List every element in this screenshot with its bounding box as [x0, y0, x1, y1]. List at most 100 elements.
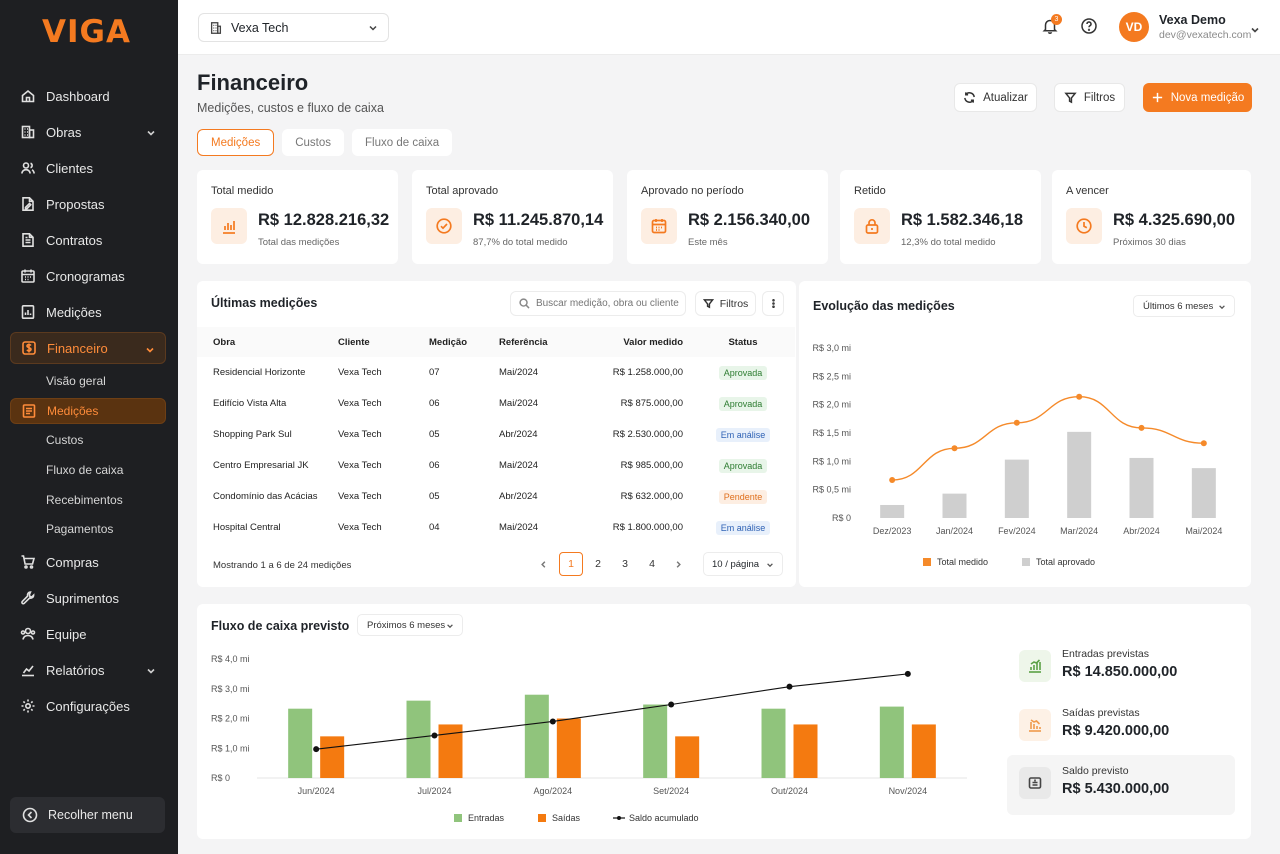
next-page-button[interactable]: [666, 552, 690, 576]
per-page-value: 10 / página: [712, 558, 760, 570]
cashflow-period-select[interactable]: Próximos 6 meses: [357, 614, 463, 636]
building-icon: [20, 124, 36, 140]
refresh-icon: [964, 92, 976, 103]
bar-entradas: [761, 708, 786, 778]
x-tick-label: Mai/2024: [1185, 526, 1222, 536]
table-filters-button[interactable]: Filtros: [695, 291, 756, 316]
sidebar-subitem-custos[interactable]: Custos: [10, 427, 166, 453]
tab-fluxo-de-caixa[interactable]: Fluxo de caixa: [352, 129, 453, 156]
table-row[interactable]: Shopping Park Sul Vexa Tech 05 Abr/2024 R$ 2…: [197, 419, 795, 450]
sidebar-item-label: Compras: [46, 554, 99, 570]
table-row[interactable]: Condomínio das Acácias Vexa Tech 05 Abr/202…: [197, 481, 795, 512]
column-header-cliente[interactable]: Cliente: [338, 327, 429, 357]
summary-value: R$ 14.850.000,00: [1062, 664, 1178, 680]
sidebar-subitem-medicoes[interactable]: Medições: [10, 397, 166, 424]
tab-medicoes[interactable]: Medições: [197, 129, 275, 156]
sidebar-item-cronogramas[interactable]: Cronogramas: [10, 260, 166, 292]
sidebar-item-dashboard[interactable]: Dashboard: [10, 80, 166, 112]
column-header-obra[interactable]: Obra: [197, 327, 338, 357]
x-tick-label: Fev/2024: [998, 526, 1036, 536]
column-header-valor-medido[interactable]: Valor medido: [584, 327, 691, 357]
cashflow-chart: R$ 0 R$ 1,0 mi R$ 2,0 mi R$ 3,0 mi R$ 4,0 mi…: [211, 654, 967, 823]
sidebar-item-propostas[interactable]: Propostas: [10, 188, 166, 220]
help-button[interactable]: [1080, 17, 1100, 37]
refresh-button[interactable]: Atualizar: [954, 83, 1037, 112]
sidebar-item-medicoes[interactable]: Medições: [10, 296, 166, 328]
kpi-card-total-medido: Total medido R$ 12.828.216,32 Total das me…: [197, 170, 398, 264]
legend-label-saidas: Saídas: [552, 813, 581, 823]
status-badge: Aprovada: [718, 458, 768, 473]
table-row[interactable]: Hospital Central Vexa Tech 04 Mai/2024 R$ 1.…: [197, 512, 795, 543]
measurement-search-input[interactable]: [535, 298, 685, 309]
y-tick-label: R$ 1,0 mi: [812, 456, 851, 466]
table-row[interactable]: Residencial Horizonte Vexa Tech 07 Mai/2024…: [197, 357, 795, 388]
app-logo[interactable]: VIGA: [42, 14, 131, 50]
collapse-menu-button[interactable]: Recolher menu: [10, 797, 165, 833]
sidebar-item-configuracoes[interactable]: Configurações: [10, 690, 166, 722]
cell-status: Em análise: [691, 419, 795, 450]
sidebar-subitem-recebimentos[interactable]: Recebimentos: [10, 487, 166, 513]
refresh-label: Atualizar: [983, 91, 1028, 104]
summary-value: R$ 9.420.000,00: [1062, 723, 1170, 739]
cell-obra: Edifício Vista Alta: [213, 398, 287, 409]
notifications-button[interactable]: 3: [1041, 14, 1062, 37]
sidebar-item-compras[interactable]: Compras: [10, 546, 166, 578]
filters-label: Filtros: [1083, 91, 1116, 104]
sidebar-subitem-visao-geral[interactable]: Visão geral: [10, 368, 166, 394]
column-header-referencia[interactable]: Referência: [499, 327, 584, 357]
sidebar-item-label: Obras: [46, 124, 82, 140]
page-3-button[interactable]: 3: [622, 558, 628, 570]
cell-referencia: Mai/2024: [499, 367, 539, 378]
check-circle-icon: [426, 208, 462, 244]
page-2-button[interactable]: 2: [595, 558, 601, 570]
sidebar-item-equipe[interactable]: Equipe: [10, 618, 166, 650]
point-saldo-acumulado: [313, 746, 320, 753]
bar-total-aprovado: [1004, 459, 1029, 518]
table-row[interactable]: Edifício Vista Alta Vexa Tech 06 Mai/2024 R$…: [197, 388, 795, 419]
column-header-medicao[interactable]: Medição: [429, 327, 499, 357]
sidebar-subitem-fluxo-de-caixa[interactable]: Fluxo de caixa: [10, 457, 166, 483]
company-select[interactable]: Vexa Tech: [198, 13, 389, 42]
cell-referencia: Abr/2024: [499, 491, 538, 502]
page-1-button[interactable]: 1: [559, 552, 583, 576]
table-row[interactable]: Centro Empresarial JK Vexa Tech 06 Mai/2024…: [197, 450, 795, 481]
sidebar-item-obras[interactable]: Obras: [10, 116, 166, 148]
cell-valor: R$ 632.000,00: [620, 491, 683, 502]
collapse-menu-label: Recolher menu: [48, 808, 133, 822]
kpi-value: R$ 12.828.216,32: [258, 211, 390, 229]
measurement-search[interactable]: [510, 291, 686, 316]
cell-valor: R$ 2.530.000,00: [612, 429, 683, 440]
sidebar-item-clientes[interactable]: Clientes: [10, 152, 166, 184]
per-page-select[interactable]: 10 / página: [703, 552, 783, 576]
filters-button[interactable]: Filtros: [1054, 83, 1125, 112]
latest-measurements-card: Últimas medições Filtros ObraClienteMedi…: [197, 281, 796, 587]
sidebar-item-suprimentos[interactable]: Suprimentos: [10, 582, 166, 614]
prev-page-button[interactable]: [531, 552, 555, 576]
chevron-down-icon: [146, 126, 156, 136]
cell-obra: Centro Empresarial JK: [213, 460, 309, 471]
sidebar-subitem-label: Medições: [47, 403, 99, 418]
bar-entradas: [406, 700, 431, 778]
point-saldo-acumulado: [786, 683, 793, 690]
column-header-status[interactable]: Status: [691, 327, 795, 357]
y-tick-label: R$ 1,0 mi: [211, 743, 250, 753]
sidebar-subitem-pagamentos[interactable]: Pagamentos: [10, 516, 166, 542]
user-menu-chevron-icon[interactable]: [1250, 22, 1260, 33]
kpi-card-a-vencer: A vencer R$ 4.325.690,00 Próximos 30 dias: [1052, 170, 1251, 264]
legend-swatch-total-aprovado: [1022, 558, 1030, 566]
sidebar-item-relatorios[interactable]: Relatórios: [10, 654, 166, 686]
evolution-period-select[interactable]: Últimos 6 meses: [1133, 295, 1235, 317]
wallet-icon: [1019, 767, 1051, 799]
cashflow-summary-saidas-previstas: Saídas previstas R$ 9.420.000,00: [1007, 697, 1235, 757]
legend-swatch-saldo-dot: [617, 816, 621, 820]
page-4-button[interactable]: 4: [649, 558, 655, 570]
new-measurement-button[interactable]: Nova medição: [1143, 83, 1252, 112]
cell-cliente: Vexa Tech: [338, 367, 382, 378]
point-total-medido: [1076, 393, 1083, 400]
sidebar-item-contratos[interactable]: Contratos: [10, 224, 166, 256]
avatar[interactable]: VD: [1119, 12, 1149, 42]
tab-custos[interactable]: Custos: [282, 129, 345, 156]
sidebar-item-financeiro[interactable]: Financeiro: [10, 332, 166, 364]
table-more-button[interactable]: [762, 291, 784, 316]
y-tick-label: R$ 0: [211, 773, 230, 783]
